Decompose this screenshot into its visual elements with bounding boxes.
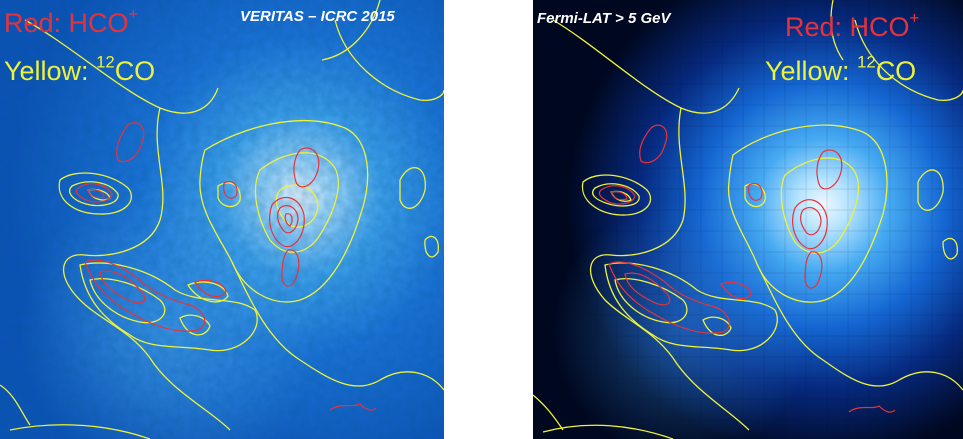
veritas-map-panel: VERITAS – ICRC 2015 Red: HCO+ Yellow: 12…	[0, 0, 444, 439]
veritas-skymap	[0, 0, 444, 439]
hco-contours	[75, 122, 377, 411]
hco-legend-text: Red: HCO	[4, 8, 129, 38]
co-legend-sup: 12	[96, 52, 115, 72]
fermi-skymap	[533, 0, 963, 439]
fermi-badge: Fermi-LAT > 5 GeV	[537, 10, 671, 27]
hco-legend-fermi: Red: HCO+	[785, 10, 919, 43]
hco-legend-fermi-sup: +	[909, 8, 920, 28]
co-legend-fermi-suffix: CO	[875, 56, 917, 86]
veritas-badge: VERITAS – ICRC 2015	[240, 8, 395, 25]
co-contours-fermi	[533, 0, 963, 439]
hco-legend: Red: HCO+	[4, 6, 138, 39]
hco-legend-fermi-text: Red: HCO	[785, 12, 910, 42]
fermi-map-panel: Fermi-LAT > 5 GeV Red: HCO+ Yellow: 12CO	[533, 0, 963, 439]
co-legend: Yellow: 12CO	[4, 54, 156, 87]
co-legend-fermi-sup: 12	[857, 52, 876, 72]
co-legend-fermi: Yellow: 12CO	[765, 54, 917, 87]
co-legend-text: Yellow:	[4, 56, 97, 86]
co-legend-fermi-text: Yellow:	[765, 56, 858, 86]
co-legend-suffix: CO	[114, 56, 156, 86]
hco-contours-fermi	[598, 124, 896, 413]
hco-legend-sup: +	[128, 4, 139, 24]
